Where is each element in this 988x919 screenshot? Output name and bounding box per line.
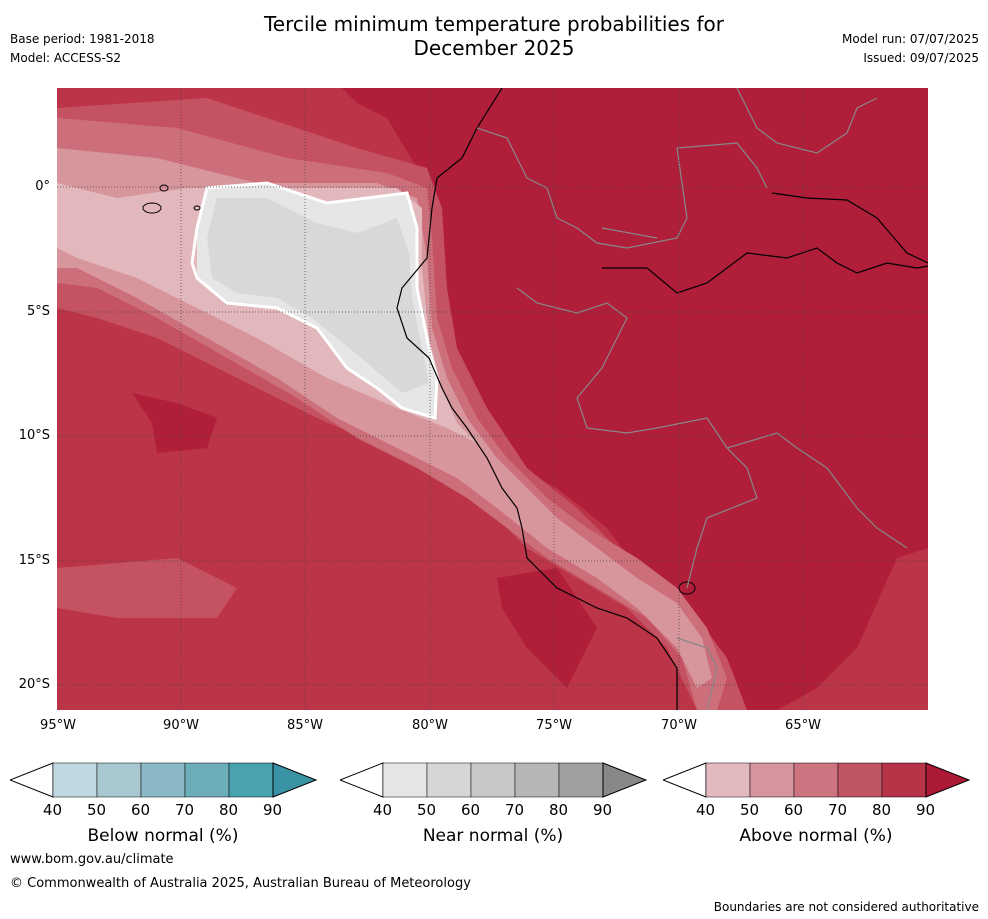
above-70-patch-sw (57, 558, 237, 618)
above-90-patch-ocean-1 (132, 393, 217, 453)
galapagos-island-3 (193, 205, 201, 211)
disclaimer-text: Boundaries are not considered authoritat… (713, 900, 979, 914)
colorbar-above-label: Above normal (%) (739, 826, 893, 846)
orinoco-river (602, 247, 928, 294)
colorbar-near-tick-80: 80 (549, 801, 569, 819)
above-90-patch-north (347, 88, 477, 118)
colorbar-near-tick-60: 60 (461, 801, 481, 819)
colorbar-above-tick-90: 90 (916, 801, 936, 819)
lon-tick-80w: 80°W (412, 718, 448, 733)
colorbar-near-svg (338, 762, 648, 798)
lon-tick-95w: 95°W (40, 718, 76, 733)
colorbar-above: 40 50 60 70 80 90 Above normal (%) (661, 762, 973, 852)
colorbar-below-tick-70: 70 (175, 801, 195, 819)
colorbar-near-tick-50: 50 (417, 801, 437, 819)
map-svg (57, 88, 928, 710)
lat-tick-15s: 15°S (18, 553, 50, 568)
colorbar-near: 40 50 60 70 80 90 Near normal (%) (338, 762, 650, 852)
colorbar-above-tick-80: 80 (872, 801, 892, 819)
colorbar-near-tick-70: 70 (505, 801, 525, 819)
lon-tick-75w: 75°W (536, 718, 572, 733)
model-name: Model: ACCESS-S2 (10, 51, 122, 65)
title-line-1: Tercile minimum temperature probabilitie… (263, 12, 725, 36)
map-title: Tercile minimum temperature probabilitie… (0, 12, 988, 60)
lat-tick-5s: 5°S (26, 304, 50, 319)
above-90-patch-ocean-2 (497, 568, 597, 688)
lat-tick-20s: 20°S (18, 677, 50, 692)
lon-tick-90w: 90°W (163, 718, 199, 733)
copyright-text: © Commonwealth of Australia 2025, Austra… (10, 876, 471, 891)
galapagos-island-1 (142, 202, 162, 214)
website-link[interactable]: www.bom.gov.au/climate (10, 852, 174, 867)
colorbar-above-svg (661, 762, 971, 798)
country-borders (476, 88, 908, 710)
lon-tick-70w: 70°W (661, 718, 697, 733)
colorbar-below-svg (8, 762, 318, 798)
colorbar-above-tick-50: 50 (740, 801, 760, 819)
lat-tick-10s: 10°S (18, 428, 50, 443)
model-run: Model run: 07/07/2025 (841, 32, 979, 46)
colorbar-above-tick-40: 40 (696, 801, 716, 819)
colorbar-above-tick-60: 60 (784, 801, 804, 819)
colorbar-below-label: Below normal (%) (87, 826, 239, 846)
probability-map (57, 88, 928, 710)
graticule (57, 88, 928, 710)
colorbar-below-tick-40: 40 (43, 801, 63, 819)
near-normal-outline (190, 181, 439, 420)
titicaca-lake (678, 581, 696, 595)
lon-tick-85w: 85°W (287, 718, 323, 733)
colorbar-below-tick-80: 80 (219, 801, 239, 819)
lat-tick-0: 0° (35, 179, 50, 194)
colorbar-below-tick-60: 60 (131, 801, 151, 819)
colorbar-near-label: Near normal (%) (422, 826, 564, 846)
amazon-river (771, 192, 928, 264)
above-90-land (342, 88, 928, 710)
lon-tick-65w: 65°W (785, 718, 821, 733)
colorbar-near-tick-40: 40 (373, 801, 393, 819)
galapagos-island-2 (159, 184, 169, 192)
title-line-2: December 2025 (413, 36, 575, 60)
coastline (396, 88, 678, 710)
colorbar-above-tick-70: 70 (828, 801, 848, 819)
issued-date: Issued: 09/07/2025 (863, 51, 979, 65)
colorbar-near-tick-90: 90 (593, 801, 613, 819)
colorbar-below: 40 50 60 70 80 90 Below normal (%) (8, 762, 320, 852)
near-50-region (207, 198, 429, 393)
base-period: Base period: 1981-2018 (10, 32, 155, 46)
colorbar-below-tick-90: 90 (263, 801, 283, 819)
colorbar-below-tick-50: 50 (87, 801, 107, 819)
